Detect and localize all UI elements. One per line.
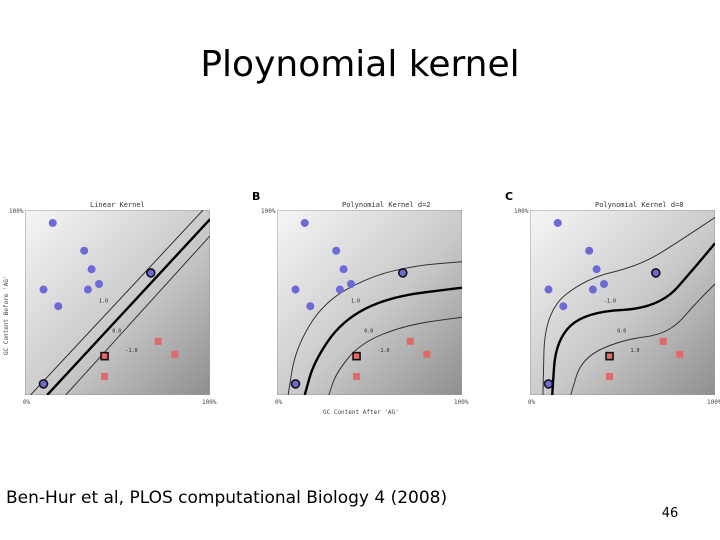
panel-plot-area: -1.0 0.0 1.0	[530, 210, 715, 395]
y-tick-max: 100%	[261, 208, 276, 215]
contour-label: 1.0	[631, 348, 640, 354]
x-tick-max: 100%	[707, 399, 720, 406]
kernel-figure: Linear Kernel 100% 0% 100% 1.0 0.0 -1.0 B Polyno…	[0, 185, 720, 420]
positive-point	[95, 280, 103, 288]
panel-plot-area: 1.0 0.0 -1.0	[25, 210, 210, 395]
panel-background	[530, 210, 715, 395]
negative-point	[605, 351, 614, 361]
panel-title: Polynomial Kernel d=8	[595, 201, 684, 209]
negative-point	[676, 350, 684, 358]
positive-point	[80, 246, 89, 255]
panel-letter: B	[252, 190, 261, 203]
margin-line-lower	[328, 316, 462, 395]
positive-point	[48, 218, 57, 227]
negative-point	[353, 373, 361, 380]
negative-point	[352, 351, 361, 361]
decision-boundary	[551, 242, 715, 395]
margin-line-lower	[65, 235, 210, 395]
positive-point	[592, 265, 601, 274]
panel-plot-area: 1.0 0.0 -1.0	[277, 210, 462, 395]
contour-label: 1.0	[99, 299, 108, 305]
positive-point	[543, 379, 554, 389]
positive-point	[83, 285, 92, 294]
panel-letter: C	[505, 190, 514, 203]
negative-point	[171, 350, 179, 358]
negative-point	[659, 337, 667, 345]
positive-point	[651, 268, 661, 278]
contour-label: -1.0	[126, 348, 138, 354]
positive-point	[39, 285, 48, 294]
margin-line-upper	[30, 210, 204, 395]
slide-title: Ploynomial kernel	[200, 44, 520, 85]
panel-background	[277, 210, 462, 395]
positive-point	[332, 246, 341, 255]
positive-point	[38, 379, 49, 389]
y-tick-max: 100%	[514, 208, 529, 215]
x-axis-label: GC Content After 'AG'	[323, 409, 399, 416]
positive-point	[290, 379, 301, 389]
positive-point	[300, 218, 309, 227]
positive-point	[339, 265, 348, 274]
margin-line-upper	[287, 261, 462, 395]
x-tick-min: 0%	[23, 399, 31, 406]
negative-point	[423, 350, 431, 358]
negative-point	[154, 337, 162, 345]
page-number: 46	[661, 506, 679, 521]
positive-point	[544, 285, 553, 294]
positive-point	[146, 268, 156, 278]
margin-line-lower	[570, 283, 715, 395]
contour-label: -1.0	[378, 348, 390, 354]
y-tick-max: 100%	[9, 208, 24, 215]
positive-point	[87, 265, 96, 274]
positive-point	[347, 280, 355, 288]
positive-point	[398, 268, 408, 278]
x-tick-min: 0%	[528, 399, 536, 406]
positive-point	[600, 280, 608, 288]
positive-point	[291, 285, 300, 294]
negative-point	[606, 373, 614, 380]
positive-point	[335, 285, 344, 294]
margin-line-upper	[542, 216, 715, 395]
x-tick-min: 0%	[275, 399, 283, 406]
contour-label: 0.0	[617, 329, 626, 335]
citation: Ben-Hur et al, PLOS computational Biolog…	[6, 488, 448, 508]
negative-point	[101, 373, 109, 380]
contour-label: 0.0	[364, 329, 373, 335]
contour-label: 0.0	[112, 329, 121, 335]
positive-point	[54, 302, 63, 311]
contour-label: -1.0	[604, 299, 616, 305]
x-tick-max: 100%	[454, 399, 469, 406]
panel-title: Linear Kernel	[90, 201, 145, 209]
panel-title: Polynomial Kernel d=2	[342, 201, 431, 209]
y-axis-label: GC Content Before 'AG'	[3, 275, 10, 355]
decision-boundary	[46, 218, 210, 395]
negative-point	[406, 337, 414, 345]
positive-point	[559, 302, 568, 311]
positive-point	[306, 302, 315, 311]
negative-point	[100, 351, 109, 361]
x-tick-max: 100%	[202, 399, 217, 406]
positive-point	[585, 246, 594, 255]
positive-point	[588, 285, 597, 294]
positive-point	[553, 218, 562, 227]
decision-boundary	[303, 286, 462, 395]
contour-label: 1.0	[351, 299, 360, 305]
